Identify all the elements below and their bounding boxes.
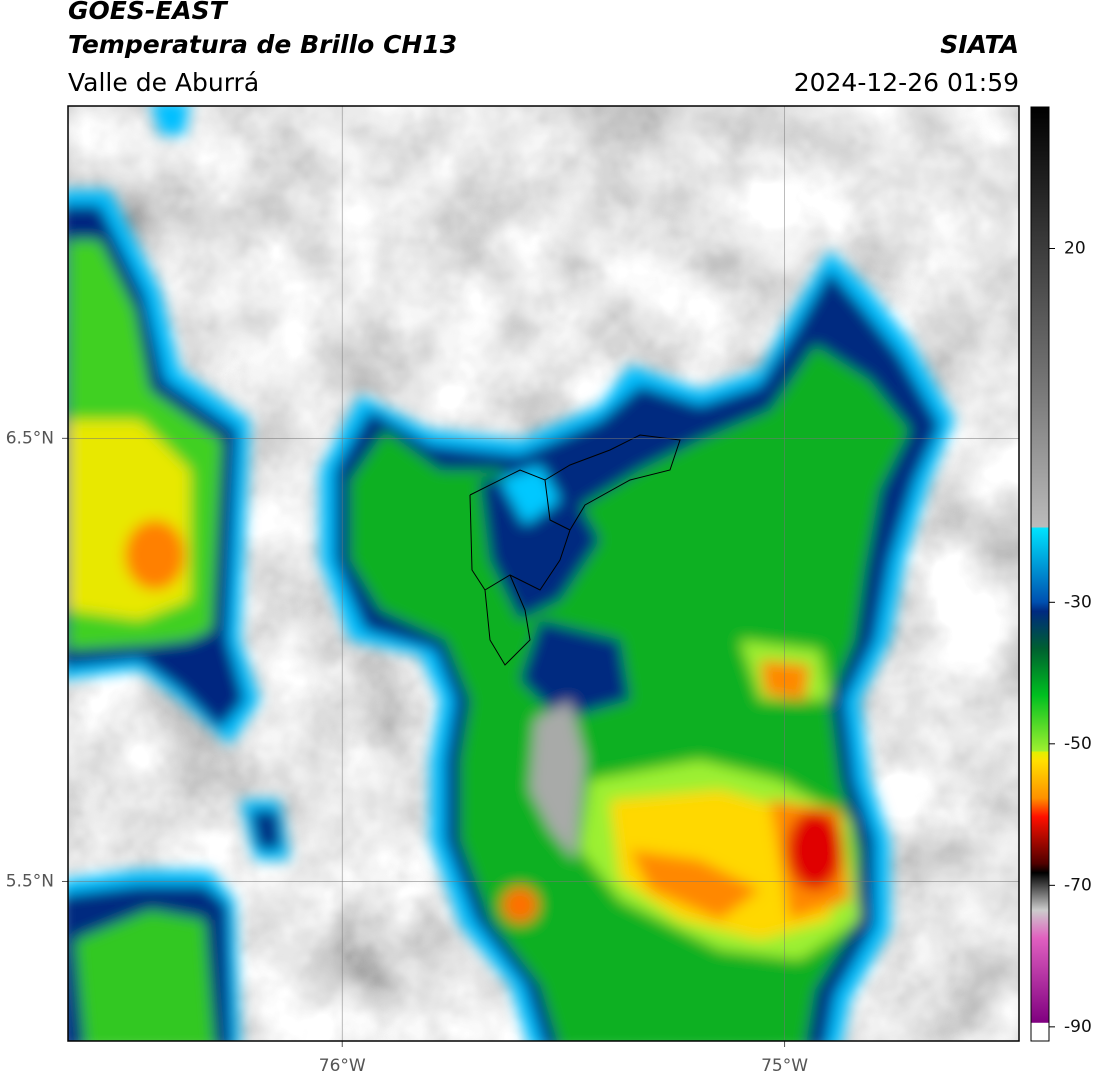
region: Valle de Aburrá xyxy=(68,68,259,97)
satellite-image xyxy=(68,106,1019,1041)
source: SIATA xyxy=(940,30,1019,59)
timestamp: 2024-12-26 01:59 xyxy=(794,68,1019,97)
x-tick-label: 75°W xyxy=(761,1056,808,1076)
y-tick-label: 6.5°N xyxy=(6,428,54,448)
x-tick-label: 76°W xyxy=(319,1056,366,1076)
colorbar-tick-label: -50 xyxy=(1064,734,1092,754)
colorbar xyxy=(1030,106,1050,1042)
map-frame xyxy=(67,105,1020,1042)
colorbar-tick-label: -30 xyxy=(1064,592,1092,612)
colorbar-tick-label: 20 xyxy=(1064,239,1086,259)
colorbar-tick-label: -90 xyxy=(1064,1017,1092,1037)
title: GOES-EAST xyxy=(68,0,229,25)
y-tick-label: 5.5°N xyxy=(6,871,54,891)
subtitle: Temperatura de Brillo CH13 xyxy=(68,30,457,59)
colorbar-tick-label: -70 xyxy=(1064,875,1092,895)
